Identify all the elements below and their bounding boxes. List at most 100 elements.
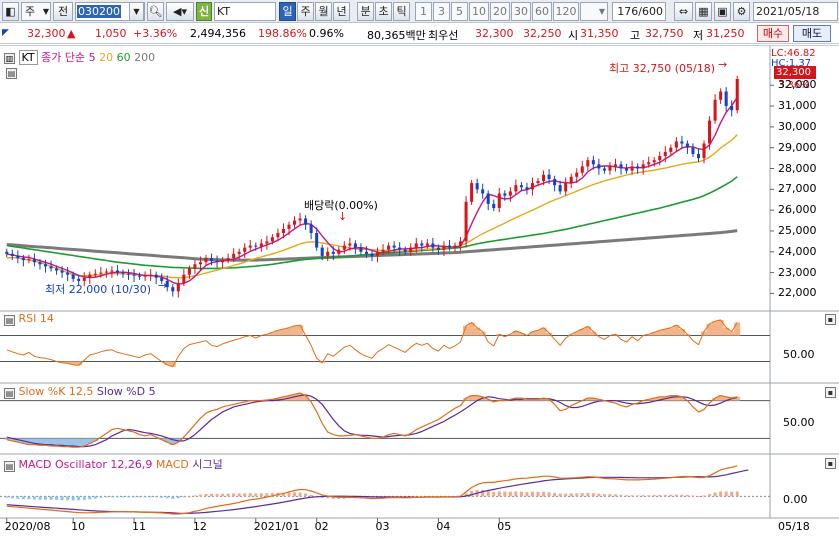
candle-up [342, 245, 346, 250]
tab-day[interactable]: 일 [279, 2, 296, 21]
chart-canvas[interactable] [0, 46, 839, 538]
zoom-icon[interactable]: ⇔ [674, 2, 693, 21]
rsi-overbought-fill [529, 331, 536, 336]
indicator-menu-icon[interactable]: ▤ [4, 461, 15, 472]
period-type-select[interactable]: 주 ▼ [21, 2, 51, 21]
macd-osc-bar-up [287, 492, 291, 497]
period-all-button[interactable]: 전 [53, 2, 73, 21]
macd-osc-bar-down [32, 496, 36, 500]
macd-osc-bar-down [331, 496, 335, 499]
minute-option-120[interactable]: 120 [553, 2, 579, 21]
candle-up [176, 283, 180, 292]
minute-option-60[interactable]: 60 [532, 2, 552, 21]
chart-type-icon[interactable]: ▥ [4, 53, 15, 64]
candle-down [60, 270, 64, 273]
candle-down [724, 91, 728, 107]
candle-down [320, 247, 324, 256]
macd-osc-bar-down [138, 496, 142, 498]
date-field[interactable]: 2021/05/18 [753, 2, 838, 21]
close-icon[interactable]: ▪ [825, 458, 836, 469]
tab-week[interactable]: 주 [297, 2, 314, 21]
macd-osc-bar-up [735, 491, 739, 497]
macd-osc-bar-up [304, 493, 308, 497]
tab-month[interactable]: 월 [315, 2, 332, 21]
macd-osc-bar-down [104, 496, 108, 498]
code-dropdown-button[interactable]: ▼ [129, 2, 144, 21]
candle-up [149, 274, 153, 276]
stoch-oversold-fill [164, 438, 171, 443]
stoch-oversold-fill [42, 438, 49, 446]
macd-osc-bar-down [121, 496, 125, 498]
indicator-menu-icon[interactable]: ▤ [4, 315, 15, 326]
indicator-list-icon[interactable]: ▤ [6, 68, 17, 79]
buy-button[interactable]: 매수 [757, 25, 789, 42]
minute-option-3[interactable]: 3 [433, 2, 450, 21]
tab-tick[interactable]: 틱 [393, 2, 410, 21]
candle-up [652, 160, 656, 163]
macd-osc-bar-up [187, 496, 191, 498]
close-icon[interactable]: ▪ [825, 387, 836, 398]
legend-ma20: 20 [99, 51, 114, 64]
macd-osc-bar-up [685, 494, 689, 497]
sound-icon[interactable]: ◀▾ [166, 2, 194, 21]
candle-down [21, 258, 25, 261]
candle-up [193, 264, 197, 269]
candle-down [475, 183, 479, 190]
candle-up [708, 120, 712, 144]
time-tick-label: 04 [436, 520, 451, 533]
minute-option-1[interactable]: 1 [415, 2, 432, 21]
data-count-field[interactable]: 176/600 [612, 2, 666, 21]
indicator-menu-icon[interactable]: ▤ [4, 388, 15, 399]
last-price-tag: 32,300 [774, 66, 816, 79]
tab-minute[interactable]: 분 [357, 2, 374, 21]
gear-icon[interactable]: ⚙ [733, 2, 750, 21]
stoch-overbought-fill [723, 396, 730, 401]
price-tick-label: 28,000 [778, 161, 817, 175]
custom-interval-input[interactable]: ▼ [580, 2, 608, 21]
sell-button[interactable]: 매도 [793, 25, 831, 42]
macd-line [6, 465, 738, 515]
minute-option-20[interactable]: 20 [490, 2, 510, 21]
minute-option-30[interactable]: 30 [511, 2, 531, 21]
rsi-overbought-fill [297, 325, 304, 336]
candle-down [309, 224, 313, 234]
tab-year[interactable]: 년 [333, 2, 350, 21]
macd-osc-bar-down [176, 496, 180, 499]
minute-option-10[interactable]: 10 [469, 2, 489, 21]
best-quote-label: 최우선 [428, 29, 459, 42]
stock-code-input[interactable]: 030200 [75, 2, 145, 21]
minute-option-5[interactable]: 5 [451, 2, 468, 21]
tab-second[interactable]: 초 [375, 2, 392, 21]
candle-up [204, 258, 208, 263]
low-annotation: 최저 22,000 (10/30) [45, 283, 152, 296]
candle-down [691, 147, 695, 154]
candle-down [680, 141, 684, 144]
candle-down [525, 187, 529, 190]
stoch-overbought-fill [678, 396, 685, 401]
macd-osc-bar-up [730, 491, 734, 497]
grid-icon[interactable]: ▦ [695, 2, 712, 21]
collapse-icon[interactable]: ◤ [2, 28, 9, 38]
search-icon[interactable]: 🔍︎ [147, 2, 164, 21]
macd-osc-bar-down [154, 496, 158, 498]
stoch-overbought-fill [595, 399, 602, 401]
chart-menu-icon[interactable]: ◧ [2, 2, 19, 21]
candle-up [82, 277, 86, 281]
stock-name-field[interactable]: KT [214, 2, 276, 21]
rsi-overbought-fill [535, 330, 542, 336]
price-tick-label: 24,000 [778, 244, 817, 258]
stoch-overbought-fill [667, 395, 674, 401]
candle-up [425, 243, 429, 246]
rsi-label: RSI 14 [18, 312, 54, 325]
close-icon[interactable]: ▪ [825, 314, 836, 325]
chart-area[interactable]: ▥ KT 종가 단순 5 20 60 200 ▤ LC:46.82 HC:1.3… [0, 45, 839, 538]
candle-down [43, 264, 48, 267]
stoch-oversold-fill [75, 438, 82, 448]
stoch-overbought-fill [734, 396, 741, 401]
macd-osc-bar-up [492, 491, 496, 497]
rsi-overbought-fill [673, 325, 680, 336]
axis-lc-label: LC:46.82 [771, 48, 816, 59]
save-icon[interactable]: ▣ [714, 2, 731, 21]
credit-sin-button[interactable]: 신 [196, 2, 212, 21]
macd-osc-bar-up [497, 491, 501, 497]
